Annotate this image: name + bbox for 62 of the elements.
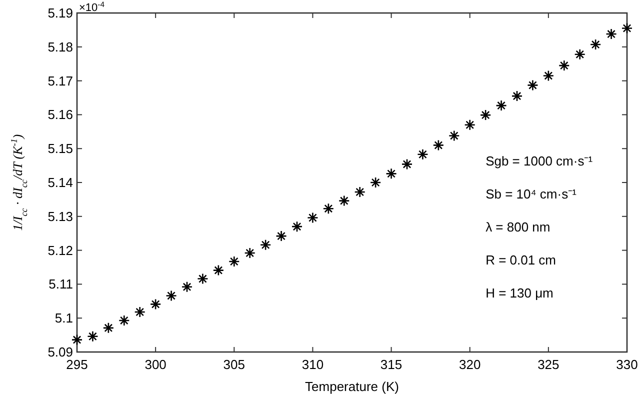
y-tick-label: 5.17 — [48, 73, 73, 88]
point — [448, 130, 460, 142]
y-tick-label: 5.15 — [48, 141, 73, 156]
annotation: ×10$^{-4}$ — [79, 0, 106, 14]
x-tick-label: 320 — [459, 357, 481, 372]
y-tick-label: 5.18 — [48, 39, 73, 54]
x-tick-label: 305 — [223, 357, 245, 372]
point — [260, 239, 272, 251]
point — [102, 322, 114, 334]
annotation: H = 130 μm — [486, 286, 554, 301]
point — [606, 28, 617, 40]
point — [276, 230, 287, 242]
point — [574, 48, 586, 60]
point — [542, 70, 554, 82]
point — [197, 273, 208, 284]
y-tick-label: 5.16 — [48, 107, 73, 122]
annotation: λ = 800 nm — [486, 220, 550, 235]
point — [511, 90, 523, 102]
point — [558, 60, 570, 72]
point — [244, 247, 256, 259]
point — [181, 281, 193, 293]
point — [370, 176, 382, 188]
point — [464, 119, 476, 131]
x-tick-label: 295 — [66, 357, 88, 372]
y-tick-label: 5.14 — [48, 175, 73, 190]
x-tick-label: 300 — [144, 357, 166, 372]
annotation: Sb = 10⁴ cm·s⁻¹ — [486, 186, 578, 202]
y-tick-label: 5.12 — [48, 242, 73, 258]
point — [118, 314, 130, 326]
point — [87, 330, 98, 342]
point — [354, 186, 366, 198]
point — [150, 298, 162, 310]
x-tick-label: 310 — [302, 357, 324, 372]
y-tick-label: 5.19 — [48, 6, 73, 20]
point — [307, 212, 318, 224]
point — [621, 22, 633, 34]
y-tick-label: 5.1 — [54, 310, 73, 326]
x-axis-title: Temperature (K) — [305, 379, 399, 394]
point — [228, 256, 240, 268]
x-tick-label: 325 — [538, 357, 560, 372]
point — [496, 100, 507, 112]
point — [338, 195, 350, 206]
x-tick-label: 315 — [380, 357, 402, 372]
annotation: R = 0.01 cm — [486, 252, 556, 268]
x-tick-label: 330 — [616, 357, 638, 372]
y-tick-label: 5.11 — [48, 276, 73, 292]
point — [212, 264, 224, 276]
point — [527, 80, 538, 91]
point — [590, 38, 602, 50]
y-tick-label: 5.09 — [48, 344, 73, 360]
point — [432, 140, 444, 151]
point — [322, 202, 334, 214]
point — [417, 148, 428, 160]
point — [71, 334, 83, 346]
point — [166, 290, 177, 302]
point — [291, 220, 303, 232]
annotation: Sgb = 1000 cm·s⁻¹ — [486, 154, 594, 169]
point — [134, 306, 146, 318]
y-tick-label: 5.13 — [48, 208, 73, 224]
point — [480, 109, 492, 121]
point — [401, 158, 413, 170]
point — [386, 168, 397, 180]
